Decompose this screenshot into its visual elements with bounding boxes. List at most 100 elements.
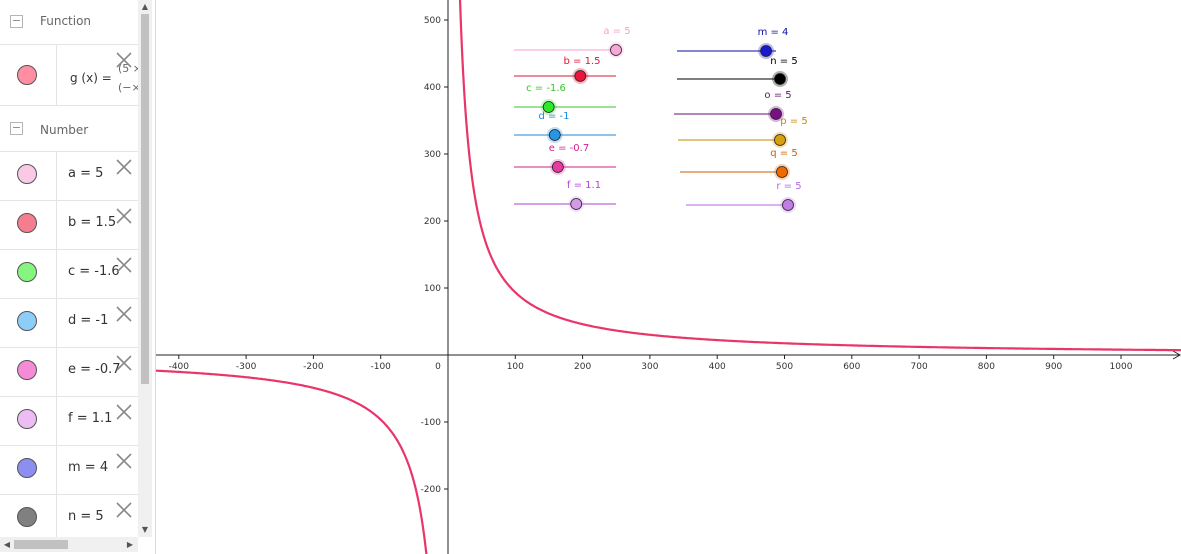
close-icon[interactable] — [115, 403, 133, 421]
visibility-toggle[interactable] — [0, 495, 57, 543]
slider-handle[interactable] — [782, 199, 794, 211]
number-row-a[interactable]: a = 5 — [0, 152, 138, 201]
slider-handle[interactable] — [774, 134, 786, 146]
number-row-m[interactable]: m = 4 — [0, 446, 138, 495]
close-icon[interactable] — [115, 51, 133, 69]
coordinate-axes: -400 -300 -200 -100 0 100 200 300 400 500 600 700 80… — [156, 0, 1181, 554]
slider-handle[interactable] — [610, 44, 622, 56]
close-icon[interactable] — [115, 305, 133, 323]
slider-m[interactable]: m = 4 — [677, 27, 788, 59]
number-color-dot[interactable] — [17, 409, 37, 429]
x-tick-label: 300 — [641, 362, 658, 372]
curve-left-branch[interactable] — [156, 369, 428, 554]
number-color-dot[interactable] — [17, 360, 37, 380]
scroll-down-icon[interactable]: ▼ — [141, 525, 149, 534]
x-tick-label: 0 — [435, 362, 441, 372]
slider-r[interactable]: r = 5 — [686, 181, 802, 213]
number-row-c[interactable]: c = -1.6 — [0, 250, 138, 299]
scroll-right-icon[interactable]: ▶ — [126, 540, 134, 549]
visibility-toggle[interactable] — [0, 446, 57, 494]
x-tick-label: 200 — [574, 362, 591, 372]
graphics-view[interactable]: -400 -300 -200 -100 0 100 200 300 400 500 600 700 80… — [156, 0, 1181, 554]
x-tick-label: 600 — [843, 362, 860, 372]
collapse-function-icon[interactable]: − — [10, 14, 23, 28]
collapse-number-icon[interactable]: − — [10, 121, 23, 135]
scroll-thumb-horizontal[interactable] — [14, 540, 68, 549]
visibility-toggle[interactable] — [0, 201, 57, 249]
number-group-header[interactable]: − Number — [0, 107, 138, 152]
scroll-thumb[interactable] — [141, 14, 149, 384]
slider-f[interactable]: f = 1.1 — [514, 180, 616, 212]
close-icon[interactable] — [115, 207, 133, 225]
number-color-dot[interactable] — [17, 507, 37, 527]
number-color-dot[interactable] — [17, 213, 37, 233]
algebra-vertical-scrollbar[interactable]: ▲ ▼ — [138, 0, 152, 537]
function-denominator: (−× — [118, 81, 141, 94]
number-color-dot[interactable] — [17, 262, 37, 282]
x-tick-label: -200 — [303, 362, 324, 372]
slider-handle[interactable] — [551, 161, 564, 173]
y-tick-label: 300 — [424, 150, 441, 160]
function-row-g[interactable]: g (x) = (5 × (−× — [0, 45, 142, 106]
function-group-header[interactable]: − Function — [0, 0, 138, 45]
slider-panel[interactable]: a = 5 b = 1.5 c = -1.6 d = -1 e = -0.7 f = 1.… — [514, 26, 808, 213]
visibility-toggle[interactable] — [0, 348, 57, 396]
number-row-b[interactable]: b = 1.5 — [0, 201, 138, 250]
curve-right-branch[interactable] — [458, 0, 1181, 352]
slider-handle[interactable] — [760, 45, 772, 57]
function-visibility-toggle[interactable] — [0, 45, 57, 105]
x-tick-label: -400 — [169, 362, 190, 372]
y-tick-label: -100 — [421, 418, 442, 428]
function-numerator: (5 × — [118, 62, 143, 75]
visibility-toggle[interactable] — [0, 152, 57, 200]
x-tick-label: 700 — [911, 362, 928, 372]
close-icon[interactable] — [115, 452, 133, 470]
visibility-toggle[interactable] — [0, 397, 57, 445]
slider-p[interactable]: p = 5 — [678, 116, 808, 148]
slider-d[interactable]: d = -1 — [514, 111, 616, 143]
number-row-e[interactable]: e = -0.7 — [0, 348, 138, 397]
function-name: g (x) = — [70, 71, 112, 85]
number-value-label: e = -0.7 — [68, 362, 121, 377]
number-row-f[interactable]: f = 1.1 — [0, 397, 138, 446]
function-color-dot[interactable] — [17, 65, 37, 85]
x-tick-label: 100 — [507, 362, 524, 372]
number-color-dot[interactable] — [17, 164, 37, 184]
x-tick-label: -300 — [236, 362, 257, 372]
number-value-label: n = 5 — [68, 509, 104, 524]
function-graph[interactable] — [156, 0, 1181, 554]
close-icon[interactable] — [115, 158, 133, 176]
slider-handle[interactable] — [776, 166, 788, 178]
slider-o[interactable]: o = 5 — [674, 90, 792, 122]
slider-b[interactable]: b = 1.5 — [514, 56, 616, 84]
slider-label: c = -1.6 — [526, 83, 566, 94]
slider-a[interactable]: a = 5 — [514, 26, 631, 58]
slider-c[interactable]: c = -1.6 — [514, 83, 616, 115]
close-icon[interactable] — [115, 501, 133, 519]
slider-handle[interactable] — [770, 108, 782, 120]
slider-e[interactable]: e = -0.7 — [514, 143, 616, 175]
scroll-left-icon[interactable]: ◀ — [3, 540, 11, 549]
slider-handle[interactable] — [570, 198, 583, 210]
visibility-toggle[interactable] — [0, 250, 57, 298]
number-row-d[interactable]: d = -1 — [0, 299, 138, 348]
slider-label: f = 1.1 — [567, 180, 601, 191]
slider-handle[interactable] — [774, 73, 786, 85]
slider-q[interactable]: q = 5 — [680, 148, 798, 180]
close-icon[interactable] — [115, 256, 133, 274]
number-value-label: f = 1.1 — [68, 411, 113, 426]
slider-handle[interactable] — [548, 129, 561, 141]
y-tick-label: 100 — [424, 284, 441, 294]
slider-n[interactable]: n = 5 — [677, 56, 798, 87]
close-icon[interactable] — [115, 354, 133, 372]
number-value-label: a = 5 — [68, 166, 104, 181]
visibility-toggle[interactable] — [0, 299, 57, 347]
algebra-horizontal-scrollbar[interactable]: ◀ ▶ — [0, 537, 138, 552]
x-tick-label: -100 — [370, 362, 391, 372]
x-tick-label: 1000 — [1110, 362, 1133, 372]
slider-handle[interactable] — [574, 70, 587, 82]
slider-handle[interactable] — [542, 101, 555, 113]
scroll-up-icon[interactable]: ▲ — [141, 2, 149, 11]
number-color-dot[interactable] — [17, 311, 37, 331]
number-color-dot[interactable] — [17, 458, 37, 478]
